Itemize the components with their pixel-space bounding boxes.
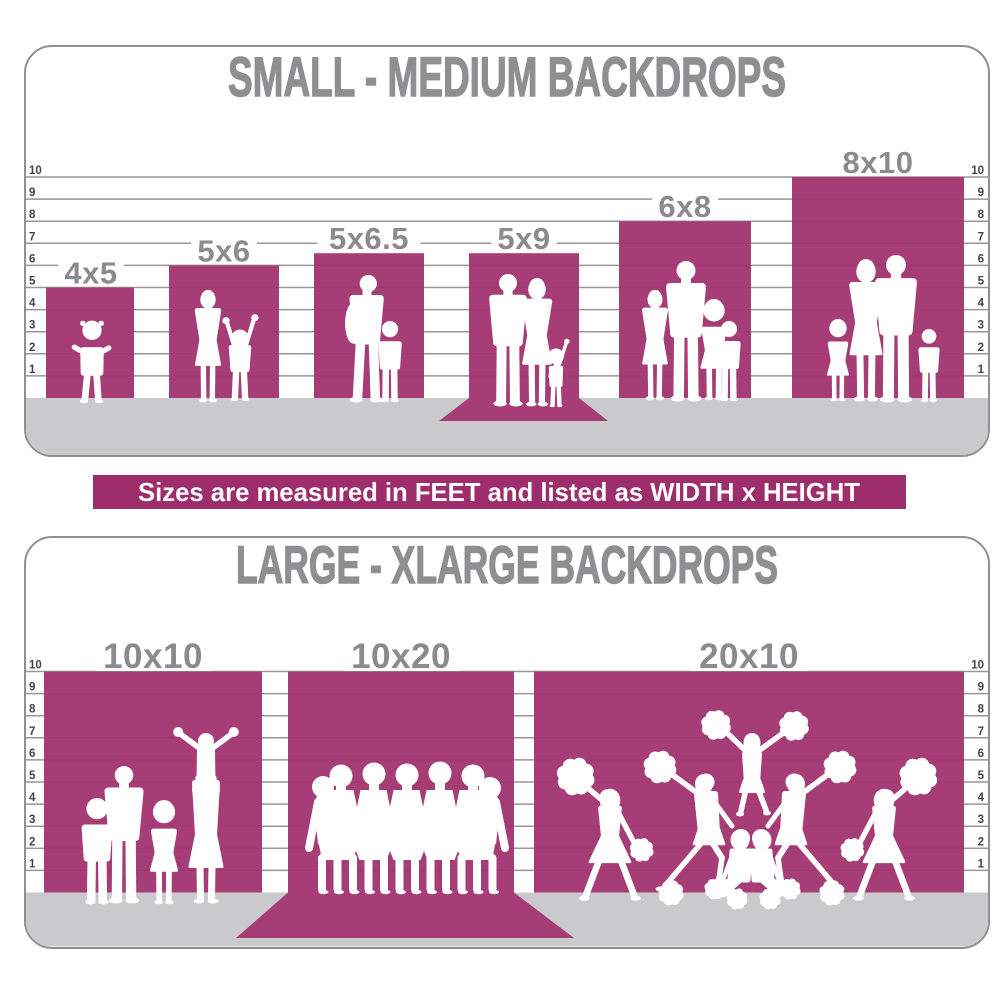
svg-text:10: 10 xyxy=(29,165,42,177)
svg-text:5x6.5: 5x6.5 xyxy=(329,221,409,256)
svg-text:8: 8 xyxy=(29,704,36,716)
svg-text:SMALL - MEDIUM BACKDROPS: SMALL - MEDIUM BACKDROPS xyxy=(228,47,786,108)
svg-text:10x20: 10x20 xyxy=(351,637,451,676)
svg-text:5x9: 5x9 xyxy=(497,221,550,256)
svg-text:6x8: 6x8 xyxy=(658,189,711,224)
svg-text:4: 4 xyxy=(29,298,36,310)
svg-text:1: 1 xyxy=(29,858,36,870)
svg-text:3: 3 xyxy=(978,320,984,332)
svg-text:8x10: 8x10 xyxy=(843,145,914,180)
svg-text:3: 3 xyxy=(978,814,984,826)
svg-text:1: 1 xyxy=(29,364,36,376)
svg-text:9: 9 xyxy=(29,682,35,694)
svg-text:6: 6 xyxy=(29,748,35,760)
svg-text:9: 9 xyxy=(978,682,984,694)
svg-text:5: 5 xyxy=(29,770,36,782)
svg-text:1: 1 xyxy=(978,858,985,870)
svg-text:LARGE - XLARGE BACKDROPS: LARGE - XLARGE BACKDROPS xyxy=(236,538,778,595)
svg-text:9: 9 xyxy=(29,187,35,199)
svg-text:20x10: 20x10 xyxy=(699,637,799,676)
svg-text:7: 7 xyxy=(978,231,984,243)
svg-text:8: 8 xyxy=(29,209,36,221)
svg-text:5: 5 xyxy=(978,770,985,782)
svg-text:2: 2 xyxy=(978,342,984,354)
svg-text:8: 8 xyxy=(978,209,985,221)
svg-text:10: 10 xyxy=(971,165,984,177)
svg-text:9: 9 xyxy=(978,187,984,199)
svg-text:7: 7 xyxy=(29,231,35,243)
svg-text:6: 6 xyxy=(978,748,984,760)
svg-text:2: 2 xyxy=(978,836,984,848)
svg-text:3: 3 xyxy=(29,320,35,332)
svg-text:4: 4 xyxy=(978,298,985,310)
svg-text:2: 2 xyxy=(29,836,35,848)
svg-text:10: 10 xyxy=(29,660,42,672)
svg-text:2: 2 xyxy=(29,342,35,354)
svg-text:7: 7 xyxy=(29,726,35,738)
svg-text:5: 5 xyxy=(29,276,36,288)
svg-text:5: 5 xyxy=(978,276,985,288)
svg-text:7: 7 xyxy=(978,726,984,738)
svg-text:3: 3 xyxy=(29,814,35,826)
svg-text:4: 4 xyxy=(978,792,985,804)
svg-text:4x5: 4x5 xyxy=(64,256,117,291)
svg-text:6: 6 xyxy=(29,253,35,265)
svg-text:5x6: 5x6 xyxy=(197,233,250,268)
svg-text:8: 8 xyxy=(978,704,985,716)
svg-text:4: 4 xyxy=(29,792,36,804)
svg-text:10: 10 xyxy=(971,660,984,672)
svg-text:1: 1 xyxy=(978,364,985,376)
svg-text:6: 6 xyxy=(978,253,984,265)
svg-text:10x10: 10x10 xyxy=(103,637,203,676)
svg-text:Sizes are measured in FEET and: Sizes are measured in FEET and listed as… xyxy=(138,477,860,507)
